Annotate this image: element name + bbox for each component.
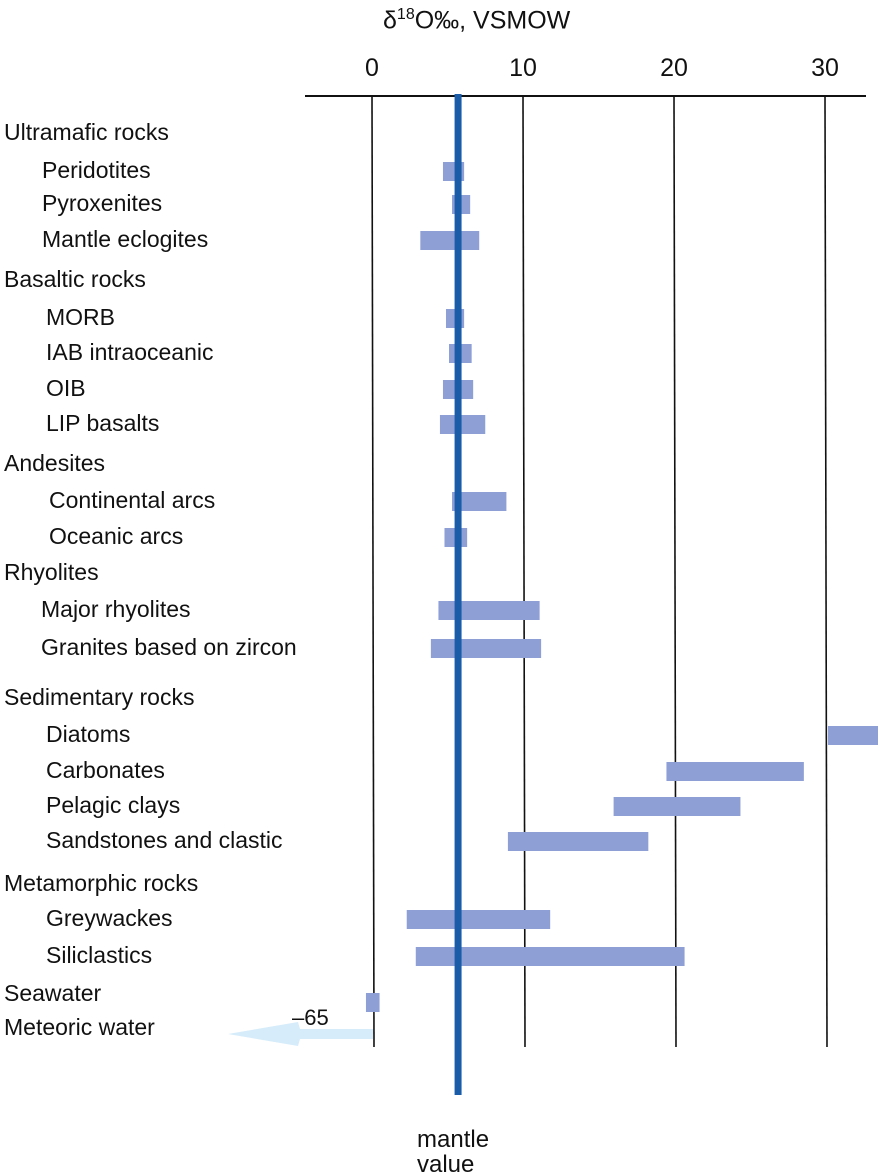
category-label: Pelagic clays [46,792,181,818]
range-bar [365,993,380,1012]
category-header: Ultramafic rocks [4,119,169,145]
gridline-0 [371,95,375,1048]
category-label: Peridotites [42,157,151,183]
range-bar [439,415,486,434]
gridline-10 [522,95,526,1048]
category-label: Greywackes [46,905,173,931]
category-header: Rhyolites [4,559,99,585]
range-bar [406,910,551,929]
category-label: Diatoms [46,721,131,747]
category-label: Sandstones and clastic [46,827,283,853]
x-tick-label: 20 [660,54,688,82]
mantle-label-line2: value [417,1151,475,1173]
range-bar [430,639,542,658]
range-bar [438,601,540,620]
meteoric-arrow [228,1022,373,1046]
category-label: Mantle eclogites [42,226,209,252]
range-bar [613,797,741,816]
category-label: Siliclastics [46,942,153,968]
x-tick-label: 30 [811,54,839,82]
range-bar [666,762,804,781]
range-bar [452,492,507,511]
x-tick-label: 0 [365,54,379,82]
category-header: Meteoric water [4,1014,155,1040]
range-bar [420,231,480,250]
category-label: Carbonates [46,757,165,783]
mantle-label-line1: mantle [417,1126,490,1153]
category-header: Sedimentary rocks [4,684,195,710]
gridline-30 [824,95,828,1048]
arrow-value-label: –65 [292,1005,329,1030]
category-label: MORB [46,304,115,330]
gridline-20 [673,95,677,1048]
category-header: Andesites [4,450,106,476]
range-bar [507,832,649,851]
category-label: OIB [46,375,86,401]
category-label: Granites based on zircon [41,634,297,660]
category-label: IAB intraoceanic [46,339,214,365]
range-bar [415,947,685,966]
category-header: Metamorphic rocks [4,870,199,896]
category-header: Seawater [4,980,102,1006]
category-label: Pyroxenites [42,190,163,216]
category-label: Continental arcs [49,487,216,513]
category-label: LIP basalts [46,410,160,436]
category-label: Major rhyolites [41,596,191,622]
category-header: Basaltic rocks [4,266,146,292]
x-tick-label: 10 [509,54,537,82]
category-label: Oceanic arcs [49,523,184,549]
range-bar [828,726,878,745]
